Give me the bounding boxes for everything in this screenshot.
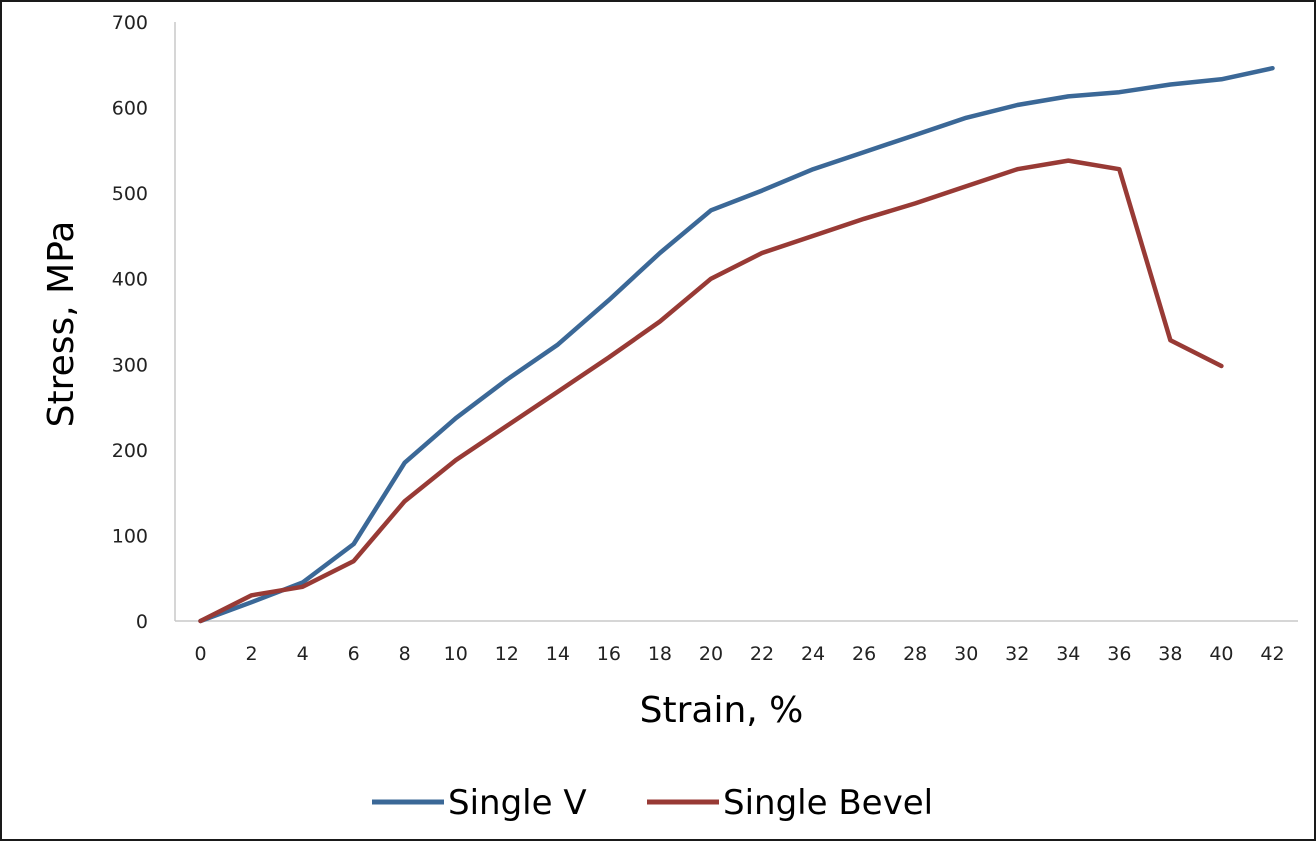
y-tick-label: 500 <box>112 183 148 205</box>
series-lines <box>198 65 1275 624</box>
x-tick-label: 28 <box>903 643 927 665</box>
legend: Single V Single Bevel <box>372 783 933 823</box>
x-tick-label: 30 <box>954 643 978 665</box>
x-tick-label: 2 <box>246 643 258 665</box>
x-tick-label: 8 <box>399 643 411 665</box>
x-tick-label: 18 <box>648 643 672 665</box>
x-tick-label: 24 <box>801 643 825 665</box>
x-tick-label: 40 <box>1209 643 1233 665</box>
y-tick-label: 0 <box>136 611 148 633</box>
y-tick-label: 200 <box>112 440 148 462</box>
legend-label: Single Bevel <box>723 783 933 823</box>
x-tick-label: 22 <box>750 643 774 665</box>
x-tick-label: 36 <box>1107 643 1131 665</box>
x-tick-label: 0 <box>194 643 206 665</box>
x-tick-label: 32 <box>1005 643 1029 665</box>
y-axis-title: Stress, MPa <box>41 221 82 428</box>
x-tick-label: 14 <box>546 643 570 665</box>
x-tick-label: 34 <box>1056 643 1080 665</box>
series-line-single-bevel <box>198 158 1224 624</box>
x-tick-label: 20 <box>699 643 723 665</box>
legend-label: Single V <box>448 783 587 823</box>
x-tick-label: 42 <box>1260 643 1284 665</box>
x-axis-title: Strain, % <box>640 690 804 731</box>
y-tick-label: 400 <box>112 269 148 291</box>
x-tick-label: 26 <box>852 643 876 665</box>
x-tick-label: 10 <box>444 643 468 665</box>
y-tick-labels: 0 100 200 300 400 500 600 700 <box>112 12 148 633</box>
x-tick-label: 4 <box>297 643 309 665</box>
y-tick-label: 700 <box>112 12 148 34</box>
y-tick-label: 300 <box>112 354 148 376</box>
series-line-single-v <box>198 65 1275 624</box>
y-tick-label: 600 <box>112 98 148 120</box>
x-tick-label: 16 <box>597 643 621 665</box>
x-tick-label: 6 <box>348 643 360 665</box>
y-tick-label: 100 <box>112 525 148 547</box>
axes <box>174 22 1298 622</box>
x-tick-label: 38 <box>1158 643 1182 665</box>
x-tick-label: 12 <box>495 643 519 665</box>
x-tick-labels: 0 2 4 6 8 10 12 14 16 18 20 22 24 26 28 30 32 34 36 38 40 42 <box>194 643 1284 665</box>
